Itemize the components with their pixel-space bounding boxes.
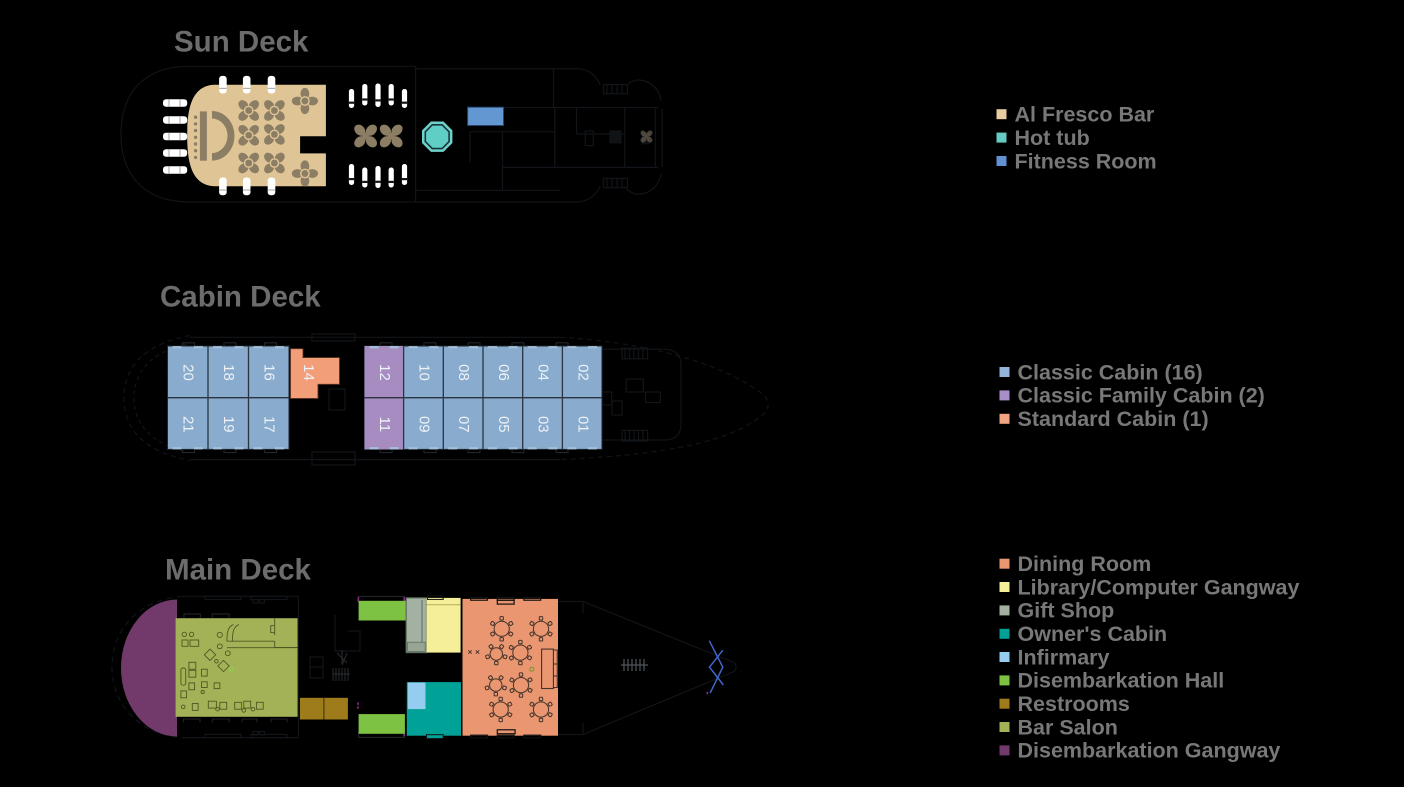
svg-text:Classic Family Cabin (2): Classic Family Cabin (2) [1018, 384, 1265, 408]
svg-text:Sun Deck: Sun Deck [174, 26, 309, 59]
svg-text:Disembarkation Hall: Disembarkation Hall [1018, 669, 1225, 693]
svg-text:Fitness Room: Fitness Room [1015, 149, 1157, 173]
svg-text:06: 06 [495, 364, 512, 381]
svg-text:19: 19 [220, 416, 237, 433]
svg-text:14: 14 [300, 364, 317, 381]
svg-text:08: 08 [455, 364, 472, 381]
svg-text:11: 11 [376, 417, 393, 433]
svg-text:Standard Cabin (1): Standard Cabin (1) [1018, 407, 1209, 431]
svg-text:12: 12 [376, 364, 393, 381]
svg-text:Al Fresco Bar: Al Fresco Bar [1015, 103, 1155, 127]
svg-text:20: 20 [180, 364, 197, 381]
svg-text:17: 17 [261, 416, 278, 433]
svg-text:16: 16 [261, 364, 278, 381]
svg-text:04: 04 [535, 364, 552, 381]
svg-text:03: 03 [535, 416, 552, 433]
svg-text:Restrooms: Restrooms [1018, 692, 1130, 716]
svg-text:Bar Salon: Bar Salon [1018, 715, 1118, 739]
svg-text:09: 09 [416, 416, 433, 433]
svg-text:Main Deck: Main Deck [165, 554, 312, 587]
svg-text:Library/Computer Gangway: Library/Computer Gangway [1018, 575, 1300, 599]
svg-text:02: 02 [574, 364, 591, 381]
svg-text:Gift Shop: Gift Shop [1018, 599, 1115, 623]
svg-text:18: 18 [220, 364, 237, 381]
svg-text:07: 07 [455, 416, 472, 433]
svg-text:01: 01 [574, 416, 591, 433]
svg-text:Disembarkation Gangway: Disembarkation Gangway [1018, 739, 1281, 763]
svg-text:Owner's Cabin: Owner's Cabin [1018, 622, 1168, 646]
svg-text:Dining Room: Dining Room [1018, 552, 1152, 576]
svg-text:05: 05 [495, 416, 512, 433]
svg-text:21: 21 [180, 416, 197, 433]
svg-text:Hot tub: Hot tub [1015, 126, 1090, 150]
svg-text:10: 10 [416, 364, 433, 381]
svg-text:Classic Cabin (16): Classic Cabin (16) [1018, 360, 1203, 384]
svg-text:Infirmary: Infirmary [1018, 645, 1110, 669]
svg-text:Cabin Deck: Cabin Deck [160, 281, 321, 314]
